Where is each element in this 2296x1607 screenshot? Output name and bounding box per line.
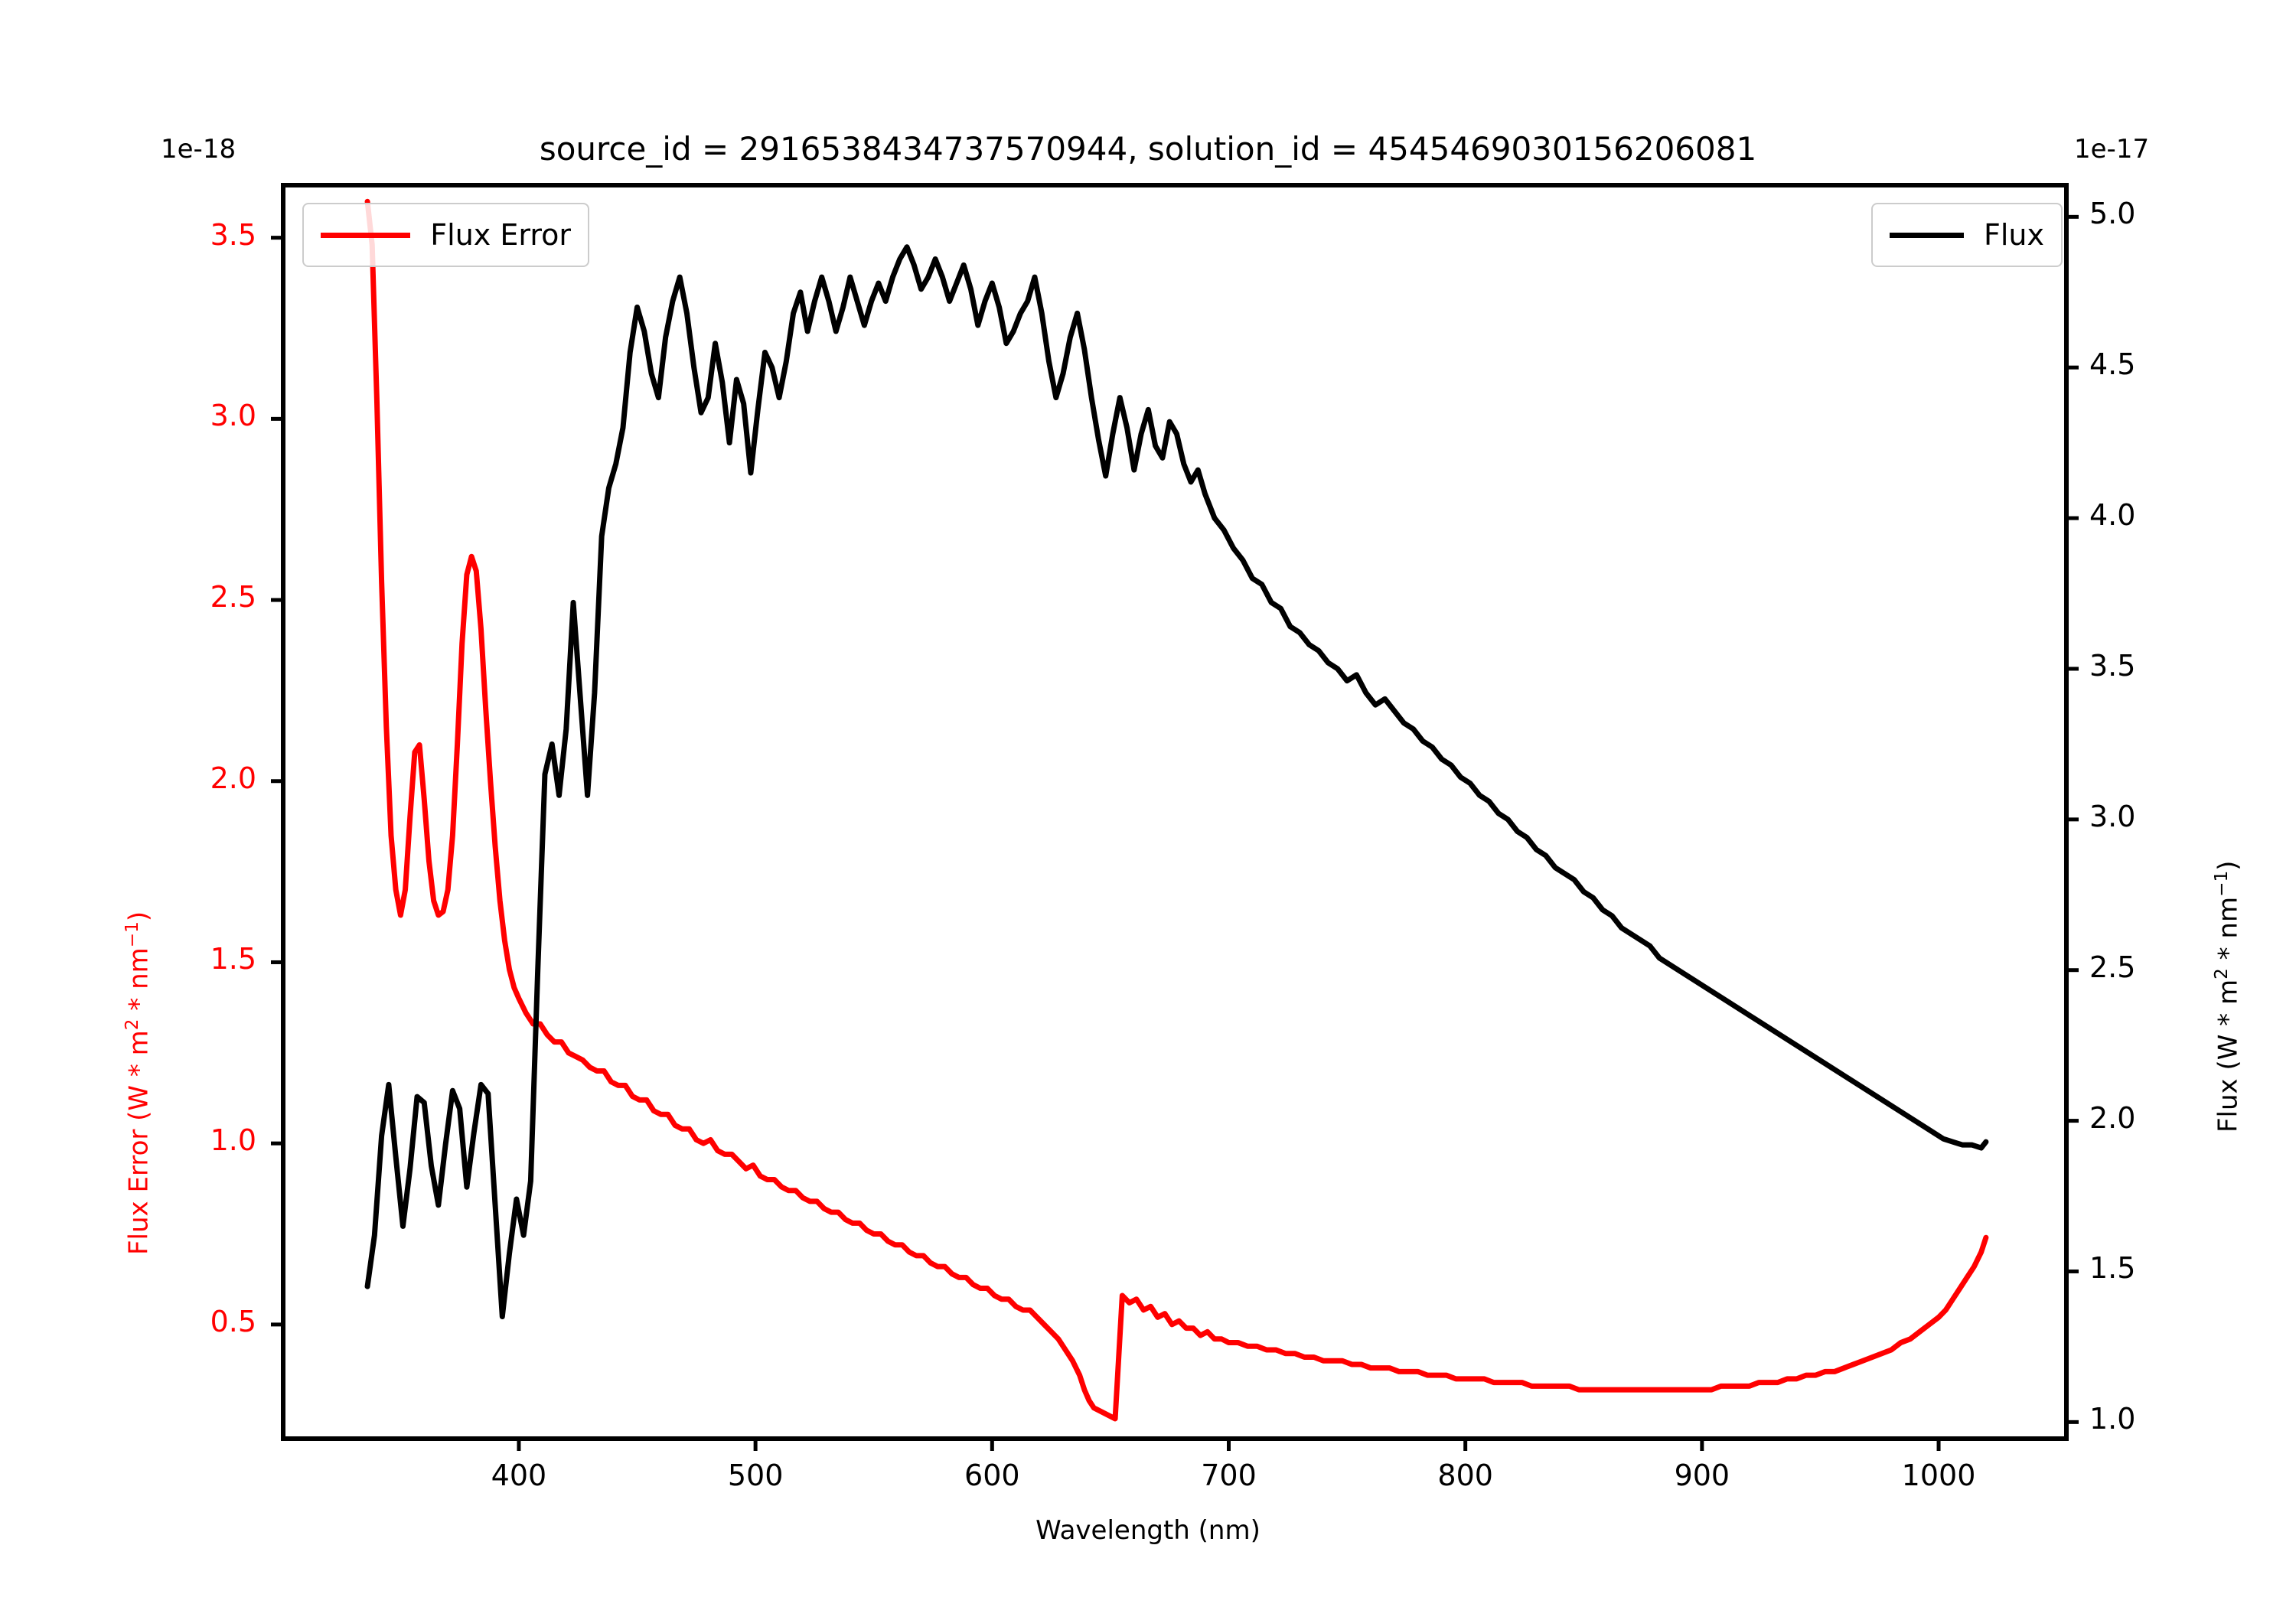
y-left-label-sup1: 2	[122, 1019, 142, 1031]
x-tick-label: 500	[727, 1459, 784, 1492]
x-tick-label: 900	[1674, 1459, 1730, 1492]
y-right-tick-label: 3.0	[2089, 799, 2136, 833]
y-left-label-suffix: )	[123, 911, 155, 922]
y-right-tick-label: 1.0	[2089, 1402, 2136, 1436]
y-left-tick-label: 3.5	[210, 217, 256, 252]
y-right-tick-label: 3.5	[2089, 648, 2136, 683]
legend-label-flux: Flux	[1984, 218, 2044, 252]
y-left-axis-label: Flux Error (W * m2 * nm−1)	[122, 911, 154, 1255]
y-left-label-prefix: Flux Error (W * m	[123, 1030, 155, 1255]
y-right-tick-label: 4.5	[2089, 347, 2136, 382]
x-tick-label: 600	[964, 1459, 1020, 1492]
plot-background	[283, 185, 2066, 1439]
y-right-tick-label: 2.5	[2089, 950, 2136, 984]
y-left-tick-label: 0.5	[210, 1304, 256, 1338]
y-right-tick-label: 1.5	[2089, 1251, 2136, 1286]
x-tick-label: 700	[1201, 1459, 1257, 1492]
x-axis-label: Wavelength (nm)	[0, 1515, 2296, 1546]
y-left-tick-label: 2.5	[210, 580, 256, 614]
legend-flux-error[interactable]: Flux Error	[302, 203, 589, 267]
y-right-tick-label: 4.0	[2089, 498, 2136, 533]
y-left-tick-label: 3.0	[210, 399, 256, 433]
y-right-label-suffix: )	[2213, 860, 2244, 871]
y-right-label-sup1: 2	[2212, 968, 2232, 980]
y-right-label-prefix: Flux (W * m	[2213, 979, 2244, 1133]
y-right-label-sup2: −1	[2212, 870, 2232, 897]
x-axis-label-text: Wavelength (nm)	[1035, 1515, 1261, 1546]
y-left-label-sup2: −1	[122, 921, 142, 948]
y-right-label-mid: * nm	[2213, 896, 2244, 969]
y-left-tick-label: 2.0	[210, 761, 256, 795]
y-right-tick-label: 2.0	[2089, 1100, 2136, 1135]
y-left-tick-label: 1.5	[210, 942, 256, 976]
legend-line-flux-error	[321, 232, 411, 238]
right-axis-offset-text: 1e-17	[2074, 134, 2150, 165]
y-left-label-mid: * nm	[123, 947, 155, 1019]
x-tick-label: 400	[491, 1459, 547, 1492]
plot-title: source_id = 2916538434737570944, solutio…	[539, 130, 1757, 168]
x-tick-label: 800	[1437, 1459, 1493, 1492]
flux-curve	[364, 244, 1989, 1320]
x-tick-label: 1000	[1901, 1459, 1976, 1492]
left-axis-offset-text: 1e-18	[161, 134, 236, 165]
y-left-tick-label: 1.0	[210, 1123, 256, 1158]
flux-error-curve	[364, 198, 1989, 1422]
legend-line-flux	[1890, 232, 1964, 238]
legend-label-flux-error: Flux Error	[430, 218, 571, 252]
axis-ticks	[271, 214, 2079, 1451]
legend-flux[interactable]: Flux	[1871, 203, 2063, 267]
plot-frame	[281, 183, 2069, 1441]
y-right-axis-label: Flux (W * m2 * nm−1)	[2212, 861, 2243, 1133]
y-right-tick-label: 5.0	[2089, 197, 2136, 231]
